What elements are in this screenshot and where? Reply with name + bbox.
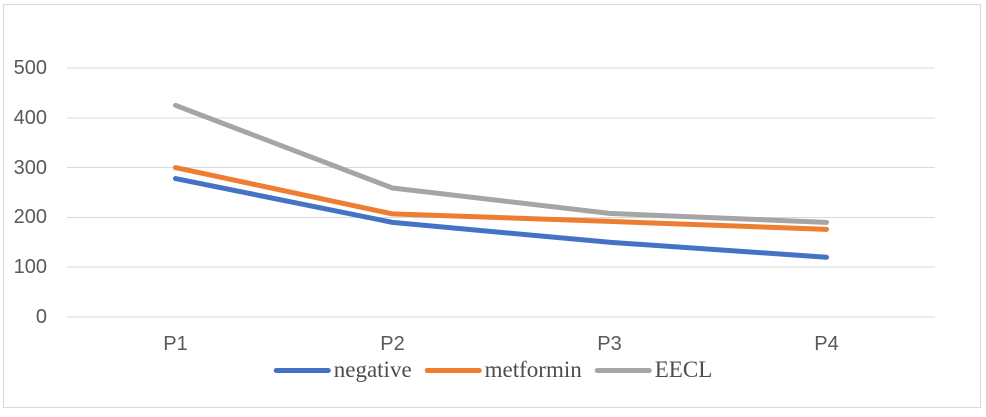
chart-legend: negative metformin EECL (273, 357, 713, 383)
legend-item-metformin: metformin (424, 357, 582, 383)
legend-label: metformin (484, 357, 582, 382)
legend-item-EECL: EECL (594, 357, 713, 383)
legend-line-swatch-negative (273, 367, 331, 373)
legend-label: EECL (654, 357, 713, 382)
legend-line-swatch-metformin (424, 367, 482, 373)
y-axis-tick-label: 0 (35, 306, 47, 328)
y-axis-tick-label: 100 (13, 256, 47, 279)
x-axis-category-label: P2 (380, 333, 405, 355)
x-axis-category-label: P3 (597, 333, 622, 355)
y-axis-tick-label: 300 (13, 156, 47, 179)
legend-item-negative: negative (273, 357, 412, 383)
series-line-EECL (173, 102, 829, 225)
y-axis-tick-label: 400 (13, 106, 47, 129)
y-axis-tick-label: 200 (13, 206, 47, 229)
chart-frame (3, 4, 981, 408)
legend-label: negative (333, 357, 412, 382)
legend-line-swatch-EECL (594, 367, 652, 373)
x-axis-category-label: P4 (814, 333, 839, 355)
series-line-negative (173, 176, 829, 260)
y-axis-tick-label: 500 (13, 57, 47, 79)
x-axis-category-label: P1 (163, 333, 188, 355)
series-line-metformin (173, 165, 829, 232)
